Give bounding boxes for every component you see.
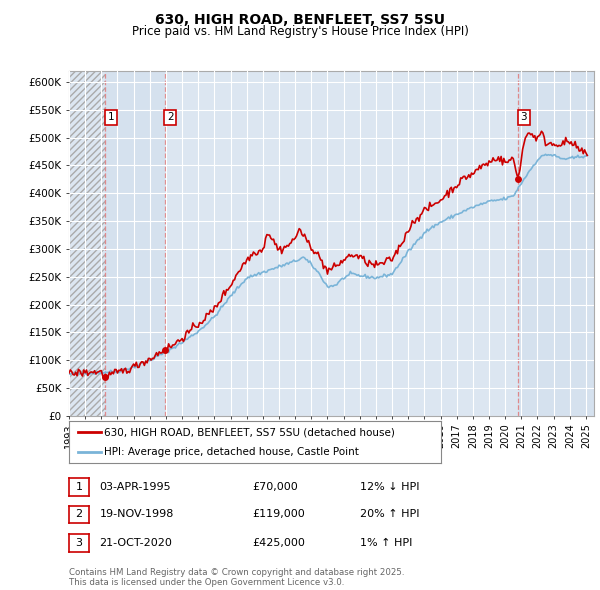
Text: 19-NOV-1998: 19-NOV-1998 [100, 510, 174, 519]
Text: 2: 2 [76, 510, 82, 519]
Text: £70,000: £70,000 [252, 482, 298, 491]
Text: Price paid vs. HM Land Registry's House Price Index (HPI): Price paid vs. HM Land Registry's House … [131, 25, 469, 38]
Text: Contains HM Land Registry data © Crown copyright and database right 2025.
This d: Contains HM Land Registry data © Crown c… [69, 568, 404, 587]
Text: 1: 1 [76, 482, 82, 491]
Text: 3: 3 [76, 538, 82, 548]
Text: 630, HIGH ROAD, BENFLEET, SS7 5SU: 630, HIGH ROAD, BENFLEET, SS7 5SU [155, 13, 445, 27]
Bar [69, 71, 106, 416]
Text: £425,000: £425,000 [252, 538, 305, 548]
Text: 3: 3 [520, 112, 527, 122]
Bar [518, 71, 594, 416]
Text: 12% ↓ HPI: 12% ↓ HPI [360, 482, 419, 491]
Text: 21-OCT-2020: 21-OCT-2020 [100, 538, 172, 548]
Text: 20% ↑ HPI: 20% ↑ HPI [360, 510, 419, 519]
Text: 1% ↑ HPI: 1% ↑ HPI [360, 538, 412, 548]
Bar [106, 71, 164, 416]
Text: 03-APR-1995: 03-APR-1995 [100, 482, 171, 491]
Text: 2: 2 [167, 112, 173, 122]
Text: 630, HIGH ROAD, BENFLEET, SS7 5SU (detached house): 630, HIGH ROAD, BENFLEET, SS7 5SU (detac… [104, 427, 395, 437]
Text: 1: 1 [108, 112, 115, 122]
Text: £119,000: £119,000 [252, 510, 305, 519]
Text: HPI: Average price, detached house, Castle Point: HPI: Average price, detached house, Cast… [104, 447, 359, 457]
